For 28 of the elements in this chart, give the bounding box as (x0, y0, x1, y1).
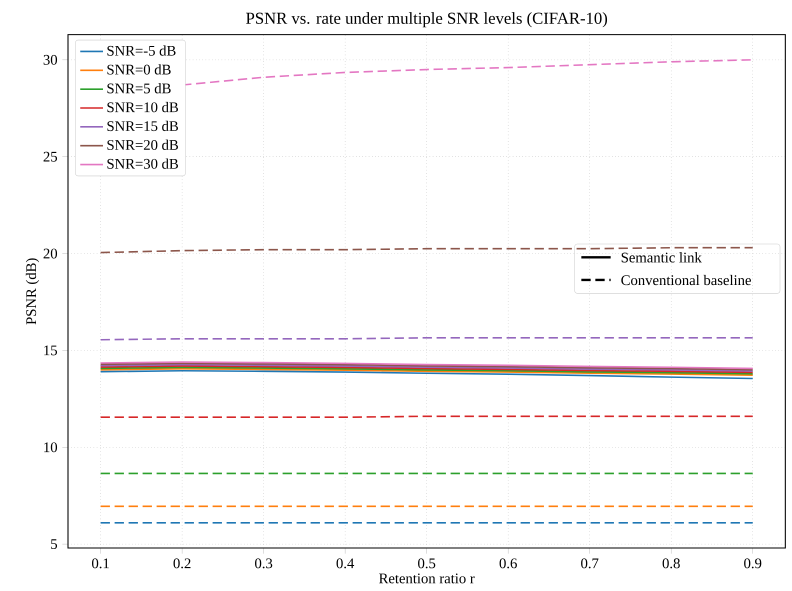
annotation: Semantic link (622, 252, 702, 263)
chart-title: PSNR vs. rate under multiple SNR levels (CIFAR-10) (246, 12, 608, 28)
x-tick-label: 0.6 (500, 558, 517, 569)
x-axis-title: Retention ratio r (379, 574, 475, 584)
x-tick-label: 0.7 (581, 558, 598, 569)
x-tick-label: 0.1 (92, 558, 109, 569)
legend-label: SNR=-5 dB (107, 46, 176, 56)
legend-label: SNR=0 dB (107, 64, 171, 75)
y-tick-label: 30 (44, 55, 58, 65)
line-series (100, 370, 754, 380)
legend-label: SNR=10 dB (107, 102, 178, 112)
legend-label: SNR=30 dB (107, 158, 178, 169)
legend-label: SNR=15 dB (107, 120, 178, 132)
y-tick-label: 5 (51, 539, 58, 550)
y-tick-label: 20 (44, 248, 58, 259)
x-tick-label: 0.4 (336, 558, 354, 569)
y-tick-label: 10 (44, 442, 58, 452)
legend-label: SNR=20 dB (107, 140, 178, 150)
x-tick-label: 0.5 (418, 558, 436, 569)
x-tick-label: 0.3 (255, 558, 272, 569)
annotation: Conventional baseline (621, 275, 751, 286)
x-tick-label: 0.9 (744, 558, 762, 569)
x-tick-label: 0.2 (174, 558, 190, 569)
y-tick-label: 25 (44, 152, 58, 162)
x-tick-label: 0.8 (662, 558, 680, 569)
legend-label: SNR=5 dB (107, 83, 171, 94)
y-axis-title: PSNR (dB) (26, 258, 40, 325)
y-tick-label: 15 (44, 346, 58, 356)
